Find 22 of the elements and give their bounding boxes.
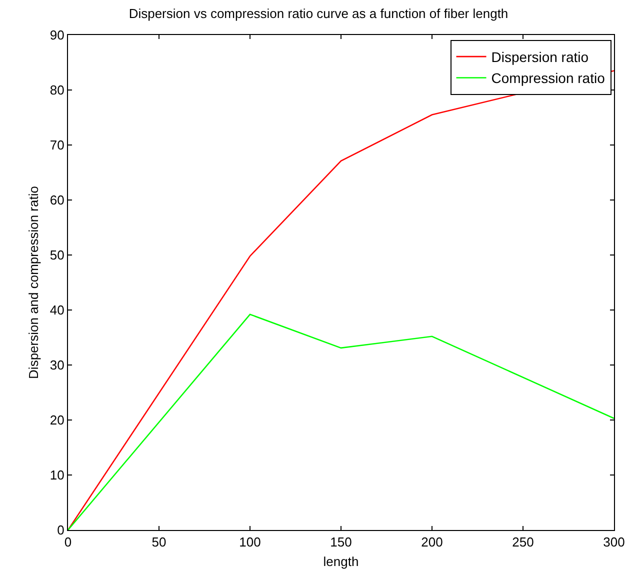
y-tick-label: 0: [57, 522, 64, 538]
y-tick-label: 10: [50, 468, 64, 483]
legend-label: Compression ratio: [491, 70, 606, 86]
y-tick-label: 20: [50, 412, 64, 428]
y-tick-label: 80: [50, 82, 64, 98]
y-tick-label: 90: [50, 28, 64, 43]
y-tick-label: 30: [50, 358, 64, 373]
x-axis-title: length: [323, 554, 359, 570]
x-tick-label: 50: [152, 534, 166, 550]
x-tick-label: 250: [512, 534, 534, 550]
legend-label: Dispersion ratio: [491, 49, 589, 66]
line-series: [68, 314, 614, 530]
y-tick-label: 40: [50, 302, 64, 318]
x-tick-label: 150: [330, 534, 352, 550]
y-axis-title: Dispersion and compression ratio: [26, 186, 41, 379]
chart-title: Dispersion vs compression ratio curve as a function of fiber length: [128, 6, 508, 21]
y-tick-label: 50: [50, 248, 64, 263]
y-tick-label: 60: [50, 192, 64, 208]
y-tick-label: 70: [50, 138, 64, 153]
x-tick-label: 200: [421, 534, 443, 550]
x-tick-label: 300: [603, 534, 625, 550]
x-tick-label: 100: [239, 534, 261, 550]
